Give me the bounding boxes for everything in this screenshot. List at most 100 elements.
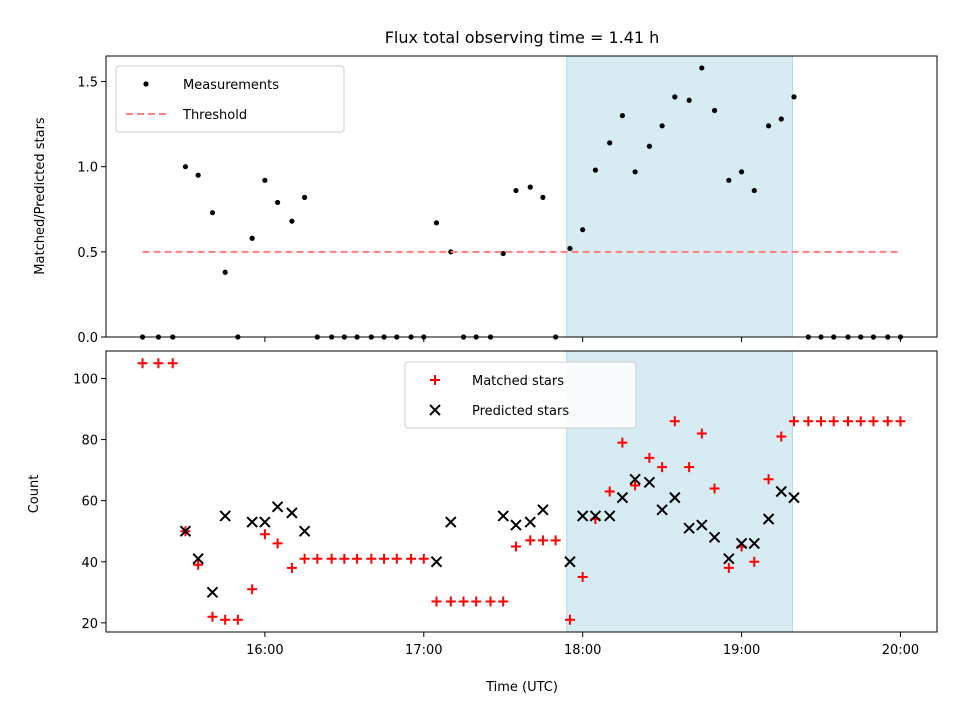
matched-star-point	[577, 572, 588, 583]
predicted-star-point	[683, 522, 695, 534]
legend-label: Threshold	[182, 108, 247, 123]
matched-star-point	[763, 474, 774, 485]
legend-box	[404, 361, 637, 429]
top-panel: 0.0 0.5 1.0 1.5 Measurements Threshold	[77, 55, 938, 346]
measurement-point	[619, 113, 625, 119]
matched-star-point	[153, 358, 164, 369]
measurement-point	[540, 194, 546, 200]
matched-star-point	[617, 437, 628, 448]
measurement-point	[699, 65, 705, 71]
measurement-point	[249, 235, 255, 241]
matched-star-point	[868, 416, 879, 427]
measurement-point	[738, 169, 745, 175]
matched-star-point	[379, 553, 390, 564]
x-axis-label: Time (UTC)	[485, 680, 558, 695]
matched-star-point	[788, 416, 799, 427]
matched-star-point	[564, 614, 575, 625]
predicted-star-point	[206, 586, 219, 599]
matched-star-point	[286, 562, 297, 573]
matched-star-point	[339, 553, 350, 564]
predicted-star-point	[775, 485, 787, 498]
measurement-point	[527, 184, 533, 190]
measurement-point	[433, 220, 440, 226]
matched-star-point	[803, 416, 814, 427]
y-tick-label: 0.5	[77, 246, 98, 261]
y-tick-label: 20	[81, 617, 98, 632]
matched-star-point	[669, 416, 680, 427]
legend-bottom: Matched stars Predicted stars	[404, 361, 637, 429]
matched-star-point	[137, 358, 148, 369]
matched-star-point	[816, 416, 827, 427]
legend-top: Measurements Threshold	[115, 65, 345, 133]
matched-star-point	[895, 416, 906, 427]
y-tick-label: 80	[81, 434, 98, 449]
matched-star-point	[458, 596, 469, 607]
matched-star-point	[498, 596, 509, 607]
matched-star-point	[418, 553, 429, 564]
predicted-star-point	[271, 501, 284, 513]
measurement-point	[672, 94, 678, 100]
matched-star-point	[445, 596, 456, 607]
x-tick-label: 16:00	[246, 643, 283, 658]
predicted-star-point	[643, 476, 656, 489]
x-tick-label: 20:00	[882, 643, 919, 658]
x-tick-label: 17:00	[405, 643, 442, 658]
matched-star-point	[525, 535, 536, 546]
y-tick-label: 100	[73, 372, 98, 387]
matched-star-point	[644, 452, 655, 463]
matched-star-point	[259, 529, 270, 540]
matched-star-point	[366, 553, 377, 564]
predicted-star-point	[629, 473, 641, 485]
y-tick-label: 1.5	[77, 76, 98, 91]
matched-star-point	[510, 541, 521, 552]
predicted-star-point	[524, 516, 536, 528]
matched-star-point	[749, 556, 760, 567]
predicted-star-point	[748, 537, 760, 550]
matched-star-point	[272, 538, 283, 549]
measurement-point	[592, 167, 598, 173]
matched-star-point	[776, 431, 787, 442]
predicted-star-point	[537, 504, 549, 516]
x-tick-label: 18:00	[564, 643, 601, 658]
y-tick-label: 60	[81, 495, 98, 510]
legend-label: Measurements	[183, 78, 279, 93]
measurement-point	[726, 177, 732, 183]
predicted-star-point	[735, 537, 748, 550]
matched-star-point	[684, 462, 695, 473]
chart-title: Flux total observing time = 1.41 h	[385, 28, 660, 47]
x-tick-label: 19:00	[723, 643, 760, 658]
predicted-star-point	[497, 510, 509, 522]
measurement-point	[567, 245, 573, 252]
matched-star-point	[882, 416, 893, 427]
y-tick-label: 1.0	[77, 161, 98, 176]
predicted-star-point	[589, 510, 602, 522]
matched-star-point	[471, 596, 482, 607]
legend-label: Predicted stars	[472, 404, 569, 419]
matched-star-point	[828, 416, 839, 427]
predicted-star-point	[603, 510, 616, 522]
measurement-point	[209, 210, 216, 216]
measurement-point	[765, 123, 772, 129]
matched-star-point	[193, 559, 204, 570]
predicted-star-point	[298, 525, 311, 537]
axes-frame	[105, 55, 938, 338]
matched-star-point	[207, 611, 218, 622]
measurement-point	[580, 227, 586, 233]
predicted-star-point	[259, 516, 271, 528]
measurement-point	[751, 187, 757, 194]
measurement-point	[711, 107, 718, 114]
matched-star-point	[352, 553, 363, 564]
predicted-star-point	[246, 516, 258, 528]
predicted-star-point	[656, 504, 668, 516]
matched-star-point	[247, 584, 258, 595]
legend-marker-predicted	[429, 404, 441, 416]
predicted-star-point	[192, 552, 204, 565]
predicted-star-point	[708, 531, 721, 544]
predicted-star-point	[219, 510, 231, 522]
measurement-point	[686, 97, 692, 103]
top-y-axis-label: Matched/Predicted stars	[33, 117, 48, 275]
predicted-star-point	[788, 491, 800, 504]
measurement-point	[302, 194, 308, 200]
predicted-star-point	[616, 491, 629, 504]
